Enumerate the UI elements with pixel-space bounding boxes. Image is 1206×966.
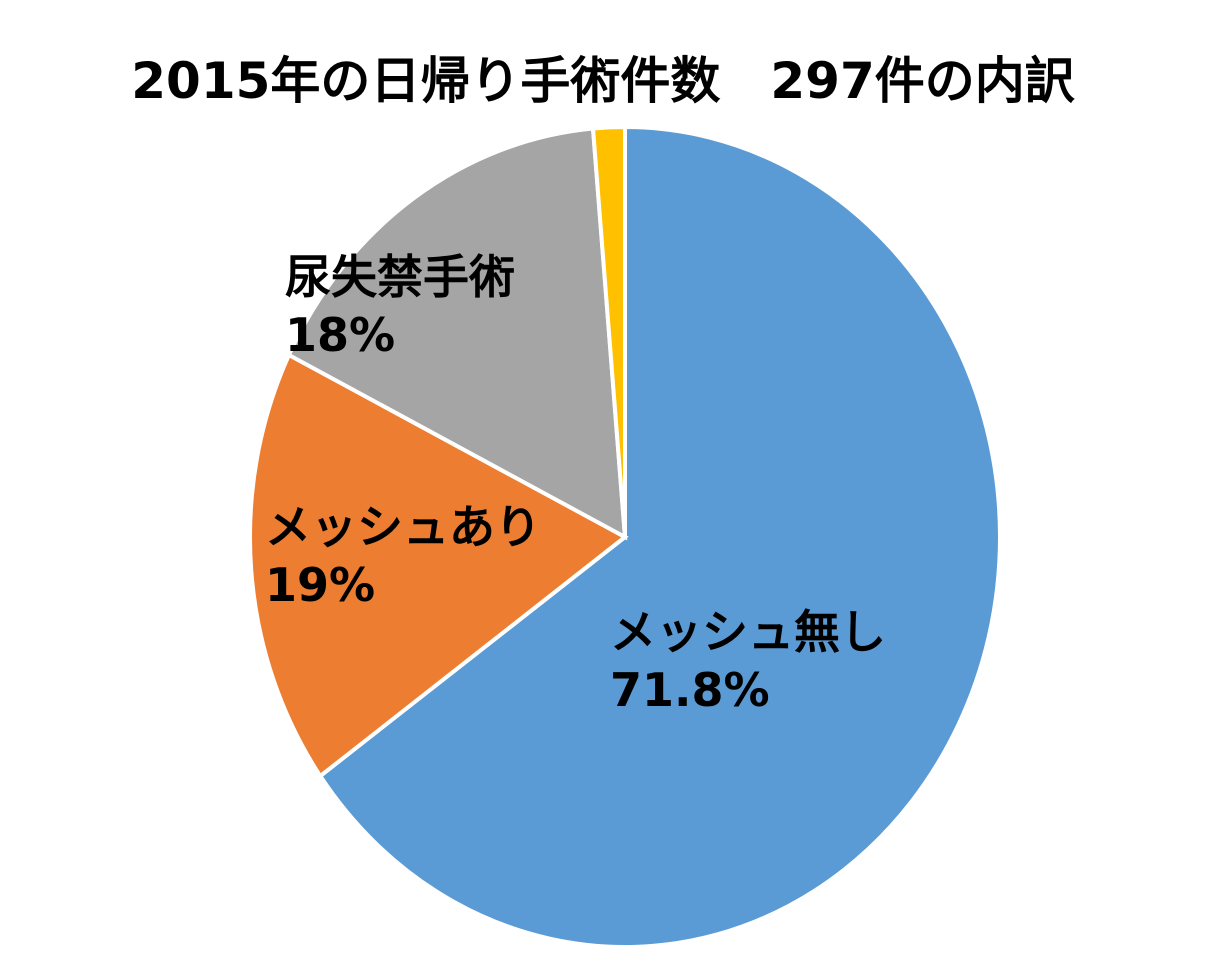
slice-label: 尿失禁手術	[285, 250, 515, 304]
value-label: 71.8%	[610, 663, 770, 717]
slice-label: メッシュ無し	[610, 605, 886, 659]
chart-title: 2015年の日帰り手術件数 297件の内訳	[131, 52, 1075, 110]
pie-slice	[286, 126, 628, 541]
value-label: 18%	[285, 308, 395, 362]
pie-slice	[317, 124, 1002, 949]
pie-slice	[590, 124, 627, 538]
value-label: 19%	[265, 558, 375, 612]
slice-label: メッシュあり	[265, 500, 541, 554]
pie-slice	[248, 352, 629, 779]
